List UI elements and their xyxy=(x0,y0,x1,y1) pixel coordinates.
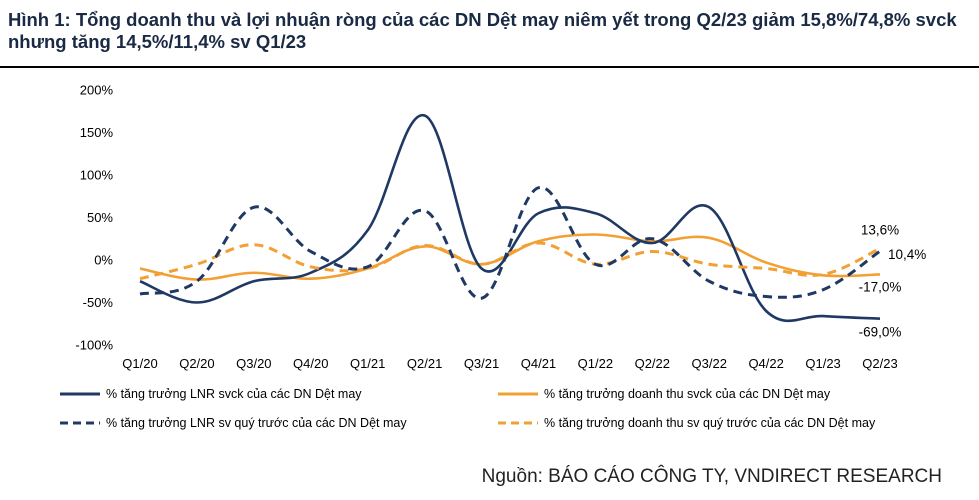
x-tick-label: Q2/22 xyxy=(635,356,670,371)
data-label: 10,4% xyxy=(888,247,926,262)
y-tick-label: 0% xyxy=(94,253,113,268)
series-lnr-yoy-line xyxy=(139,114,881,323)
legend-label: % tăng trưởng LNR sv quý trước của các D… xyxy=(106,416,407,430)
x-tick-label: Q1/23 xyxy=(805,356,840,371)
x-tick-label: Q1/21 xyxy=(350,356,385,371)
x-tick-label: Q1/22 xyxy=(578,356,613,371)
x-tick-label: Q4/22 xyxy=(748,356,783,371)
x-tick-label: Q1/20 xyxy=(122,356,157,371)
series-lnr-qoq-line xyxy=(139,186,881,300)
x-tick-label: Q3/20 xyxy=(236,356,271,371)
source-note: Nguồn: BÁO CÁO CÔNG TY, VNDIRECT RESEARC… xyxy=(481,466,942,487)
x-tick-label: Q4/20 xyxy=(293,356,328,371)
data-label: 13,6% xyxy=(861,222,899,237)
x-tick-label: Q2/23 xyxy=(862,356,897,371)
series-lines xyxy=(139,114,881,323)
legend-label: % tăng trưởng LNR svck của các DN Dệt ma… xyxy=(106,387,362,401)
x-tick-label: Q3/22 xyxy=(692,356,727,371)
y-axis: -100% -50% 0% 50% 100% 150% 200% xyxy=(75,83,113,353)
y-tick-label: -50% xyxy=(83,295,114,310)
title-divider xyxy=(0,66,979,68)
data-label: -69,0% xyxy=(859,325,902,340)
x-tick-label: Q3/21 xyxy=(464,356,499,371)
data-labels: 13,6% 10,4% -17,0% -69,0% xyxy=(859,222,927,339)
x-tick-label: Q2/21 xyxy=(407,356,442,371)
y-tick-label: 200% xyxy=(80,83,114,98)
y-tick-label: 50% xyxy=(87,210,113,225)
chart-title: Hình 1: Tổng doanh thu và lợi nhuận ròng… xyxy=(8,9,957,52)
x-tick-label: Q2/20 xyxy=(179,356,214,371)
data-label: -17,0% xyxy=(859,279,902,294)
legend-label: % tăng trưởng doanh thu sv quý trước của… xyxy=(544,416,876,430)
legend: % tăng trưởng LNR svck của các DN Dệt ma… xyxy=(60,387,876,430)
x-tick-label: Q4/21 xyxy=(521,356,556,371)
y-tick-label: 150% xyxy=(80,125,114,140)
y-tick-label: 100% xyxy=(80,168,114,183)
x-axis: Q1/20 Q2/20 Q3/20 Q4/20 Q1/21 Q2/21 Q3/21 Q4/21… xyxy=(122,356,897,371)
y-tick-label: -100% xyxy=(75,338,113,353)
legend-label: % tăng trưởng doanh thu svck của các DN … xyxy=(544,387,831,401)
series-revenue-qoq-line xyxy=(139,241,881,281)
